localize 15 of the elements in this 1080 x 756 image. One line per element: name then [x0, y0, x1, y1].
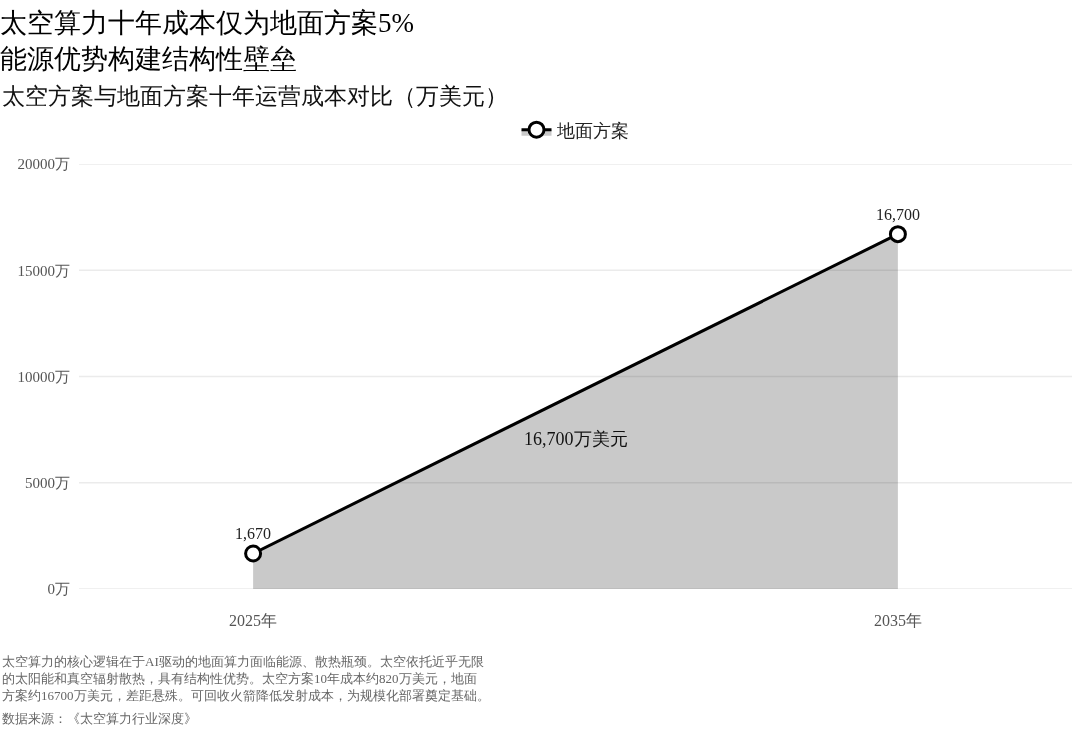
y-tick-label: 5000万 — [25, 475, 70, 491]
y-tick-label: 0万 — [47, 581, 70, 598]
y-tick-label: 15000万 — [17, 262, 70, 279]
y-tick-label: 20000万 — [17, 156, 70, 173]
source-note: 数据来源：《太空算力行业深度》 — [2, 711, 197, 726]
x-tick-label: 2025年 — [229, 612, 278, 629]
chart-subtitle: 太空方案与地面方案十年运营成本对比（万美元） — [2, 84, 508, 109]
text: 太空算力的核心逻辑在于AI驱动的地面算力面临能源、散热瓶颈。太空依托近乎无限的太阳能和真空辐射散热，具有结构性优势。太空方案10年成本约820万美元，地面方案约16700万美元，差距悬殊。可回收火箭降低发射成本，为规模化部署奠定基础。 — [2, 654, 490, 703]
annotation: 16,700万美元 — [524, 429, 628, 449]
y-tick-label: 10000万 — [17, 368, 70, 385]
data-label: 16,700 — [875, 205, 920, 223]
chart-title: 太空算力十年成本仅为地面方案5% 能源优势构建结构性壁垒 — [0, 8, 414, 74]
data-label: 1,670 — [235, 525, 272, 543]
legend-label: 地面方案 — [555, 120, 629, 141]
x-tick-label: 2035年 — [873, 612, 922, 629]
